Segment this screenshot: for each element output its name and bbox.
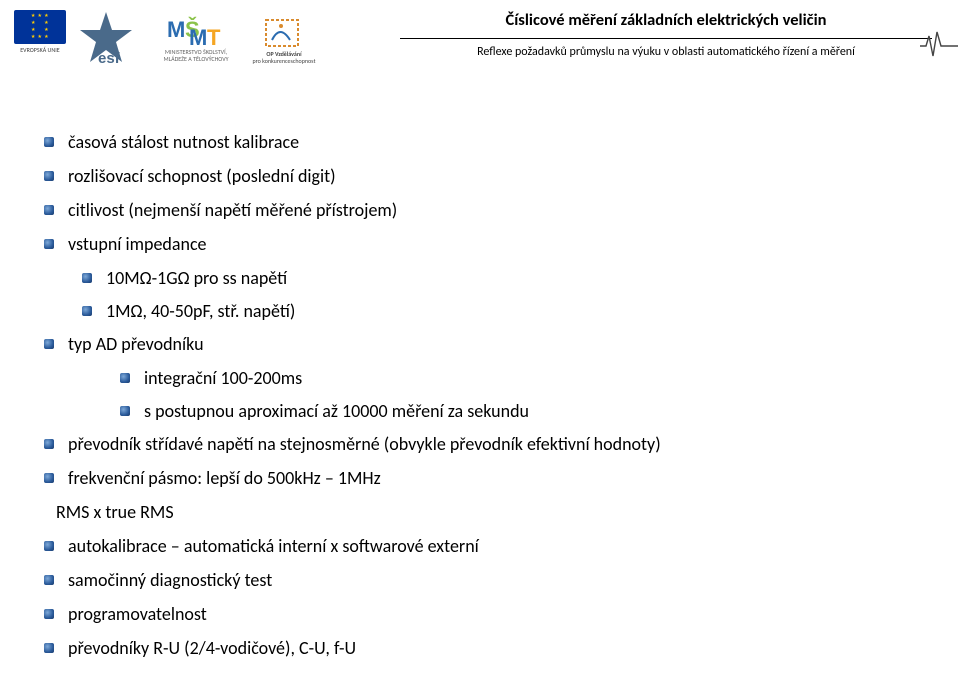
list-text: RMS x true RMS [56,500,174,524]
list-item: převodník střídavé napětí na stejnosměrn… [44,432,920,456]
op-icon [260,14,308,50]
list-text: citlivost (nejmenší napětí měřené přístr… [68,198,397,222]
page-title: Číslicové měření základních elektrických… [400,10,932,30]
bullet-icon [44,137,54,147]
bullet-icon [44,239,54,249]
list-text: frekvenční pásmo: lepší do 500kHz – 1MHz [68,466,381,490]
msmt-logo: M Š M T MINISTERSTVO ŠKOLSTVÍ, MLÁDEŽE A… [146,10,246,68]
list-item: rozlišovací schopnost (poslední digit) [44,164,920,188]
list-text: s postupnou aproximací až 10000 měření z… [144,399,529,423]
list-item: převodníky R-U (2/4-vodičové), C-U, f-U [44,636,920,660]
op-label: OP Vzdělávání pro konkurenceschopnost [253,51,316,65]
list-item: 1MΩ, 40-50pF, stř. napětí) [82,299,920,323]
list-text: převodník střídavé napětí na stejnosměrn… [68,432,661,456]
op-line2: pro konkurenceschopnost [253,57,316,65]
list-text: samočinný diagnostický test [68,568,272,592]
list-item: časová stálost nutnost kalibrace [44,130,920,154]
list-text: typ AD převodníku [68,332,204,356]
list-item: vstupní impedance [44,232,920,256]
list-text: 1MΩ, 40-50pF, stř. napětí) [106,299,295,323]
list-text: 10MΩ-1GΩ pro ss napětí [106,266,287,290]
bullet-icon [44,541,54,551]
list-item: citlivost (nejmenší napětí měřené přístr… [44,198,920,222]
list-item: frekvenční pásmo: lepší do 500kHz – 1MHz [44,466,920,490]
page-subtitle: Reflexe požadavků průmyslu na výuku v ob… [400,45,932,59]
list-text: časová stálost nutnost kalibrace [68,130,299,154]
eu-logo: EVROPSKÁ UNIE [14,10,66,54]
list-item: typ AD převodníku [44,332,920,356]
list-text: integrační 100-200ms [144,366,302,390]
bullet-icon [44,473,54,483]
svg-text:M: M [167,17,185,42]
list-item: samočinný diagnostický test [44,568,920,592]
msmt-label: MINISTERSTVO ŠKOLSTVÍ, MLÁDEŽE A TĚLOVÝC… [163,49,228,63]
bullet-icon [44,171,54,181]
bullet-icon [44,575,54,585]
svg-text:M: M [189,25,207,47]
msmt-line2: MLÁDEŽE A TĚLOVÝCHOVY [163,55,228,63]
svg-text:T: T [207,25,221,47]
list-item: programovatelnost [44,602,920,626]
list-item: s postupnou aproximací až 10000 měření z… [120,399,920,423]
list-item: RMS x true RMS [56,500,920,524]
slide-header: EVROPSKÁ UNIE esf M Š M T MINISTERSTVO Š… [0,0,960,86]
content-body: časová stálost nutnost kalibrace rozlišo… [44,130,920,670]
msmt-icon: M Š M T [167,15,225,47]
bullet-icon [82,273,92,283]
esf-star-icon: esf [72,10,140,68]
bullet-icon [82,306,92,316]
list-item: autokalibrace – automatická interní x so… [44,534,920,558]
bullet-icon [44,609,54,619]
svg-text:esf: esf [98,50,121,67]
eu-label: EVROPSKÁ UNIE [20,46,59,54]
list-text: rozlišovací schopnost (poslední digit) [68,164,336,188]
bullet-icon [44,643,54,653]
bullet-icon [44,439,54,449]
list-item: 10MΩ-1GΩ pro ss napětí [82,266,920,290]
eu-flag-icon [14,10,66,44]
header-divider [400,38,932,39]
list-text: vstupní impedance [68,232,207,256]
esf-logo: esf [72,10,140,68]
list-text: převodníky R-U (2/4-vodičové), C-U, f-U [68,636,356,660]
header-text-block: Číslicové měření základních elektrických… [400,10,932,59]
list-text: autokalibrace – automatická interní x so… [68,534,479,558]
bullet-icon [44,339,54,349]
op-logo: OP Vzdělávání pro konkurenceschopnost [252,10,316,68]
logo-row: EVROPSKÁ UNIE esf M Š M T MINISTERSTVO Š… [14,10,316,68]
list-text: programovatelnost [68,602,207,626]
bullet-icon [44,205,54,215]
bullet-icon [120,373,130,383]
list-item: integrační 100-200ms [120,366,920,390]
ecg-icon [920,24,958,64]
slide-page: EVROPSKÁ UNIE esf M Š M T MINISTERSTVO Š… [0,0,960,698]
bullet-icon [120,406,130,416]
